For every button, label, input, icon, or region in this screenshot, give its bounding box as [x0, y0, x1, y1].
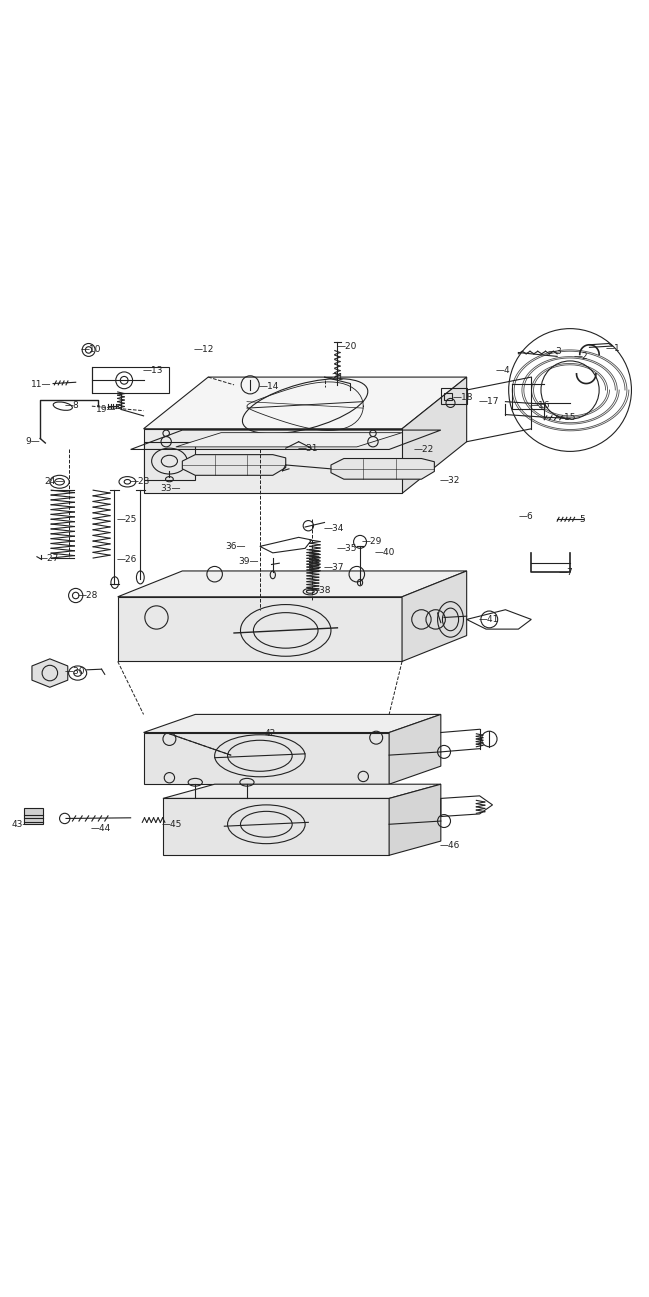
Text: —21: —21	[323, 372, 343, 381]
Text: —22: —22	[413, 445, 434, 454]
Text: —34: —34	[323, 524, 343, 533]
Text: —30: —30	[65, 667, 85, 676]
Polygon shape	[176, 433, 402, 447]
Text: —25: —25	[116, 515, 137, 524]
Polygon shape	[143, 715, 441, 733]
Text: 36—: 36—	[225, 542, 246, 551]
Text: —26: —26	[116, 555, 137, 564]
Text: —32: —32	[439, 476, 460, 485]
Polygon shape	[143, 442, 195, 480]
Text: —17: —17	[478, 397, 499, 406]
Text: —31: —31	[297, 444, 318, 453]
Text: —1: —1	[606, 344, 620, 353]
Text: —28: —28	[78, 591, 98, 601]
Text: 43—: 43—	[12, 820, 32, 829]
Polygon shape	[163, 799, 389, 855]
Polygon shape	[117, 597, 402, 661]
Polygon shape	[143, 733, 389, 785]
Text: —18: —18	[452, 393, 473, 402]
Text: 42—: 42—	[264, 729, 284, 738]
Text: 39—: 39—	[238, 556, 258, 565]
Text: —14: —14	[258, 383, 279, 392]
Polygon shape	[143, 429, 402, 493]
Text: 19—: 19—	[96, 405, 116, 414]
Text: —23: —23	[129, 477, 150, 486]
Polygon shape	[163, 785, 441, 799]
Polygon shape	[331, 459, 434, 479]
Polygon shape	[402, 377, 467, 493]
Text: —44: —44	[91, 824, 111, 833]
Text: —7: —7	[558, 568, 573, 577]
Polygon shape	[32, 659, 67, 687]
Text: —16: —16	[530, 401, 550, 410]
Text: —12: —12	[194, 345, 214, 354]
Text: —15: —15	[556, 412, 576, 422]
Polygon shape	[143, 377, 467, 429]
Text: 33—: 33—	[160, 484, 181, 493]
Text: —8: —8	[65, 401, 79, 410]
Bar	[444, 393, 452, 399]
Text: —29: —29	[362, 537, 382, 546]
Text: —6: —6	[519, 511, 533, 520]
Text: —38: —38	[310, 586, 331, 595]
Bar	[441, 388, 467, 405]
Text: —45: —45	[162, 820, 182, 829]
Polygon shape	[117, 571, 467, 597]
Polygon shape	[402, 571, 467, 661]
Polygon shape	[389, 785, 441, 855]
Text: —46: —46	[439, 840, 460, 850]
Text: 11—: 11—	[31, 380, 52, 389]
Text: —13: —13	[142, 366, 163, 375]
Text: —41: —41	[478, 615, 498, 624]
Text: —4: —4	[496, 366, 510, 375]
Text: 9—: 9—	[25, 437, 40, 446]
Text: —35: —35	[336, 543, 357, 553]
Text: —10: —10	[80, 345, 101, 354]
Text: —37: —37	[323, 563, 344, 572]
Text: —2: —2	[573, 351, 588, 361]
Text: —5: —5	[571, 515, 586, 524]
Text: —27: —27	[39, 554, 59, 563]
Bar	[24, 808, 43, 825]
Polygon shape	[389, 715, 441, 785]
Text: —40: —40	[375, 549, 395, 558]
Polygon shape	[182, 455, 286, 475]
Text: —3: —3	[548, 346, 562, 355]
Text: —20: —20	[336, 341, 356, 350]
Text: 24—: 24—	[45, 477, 65, 486]
